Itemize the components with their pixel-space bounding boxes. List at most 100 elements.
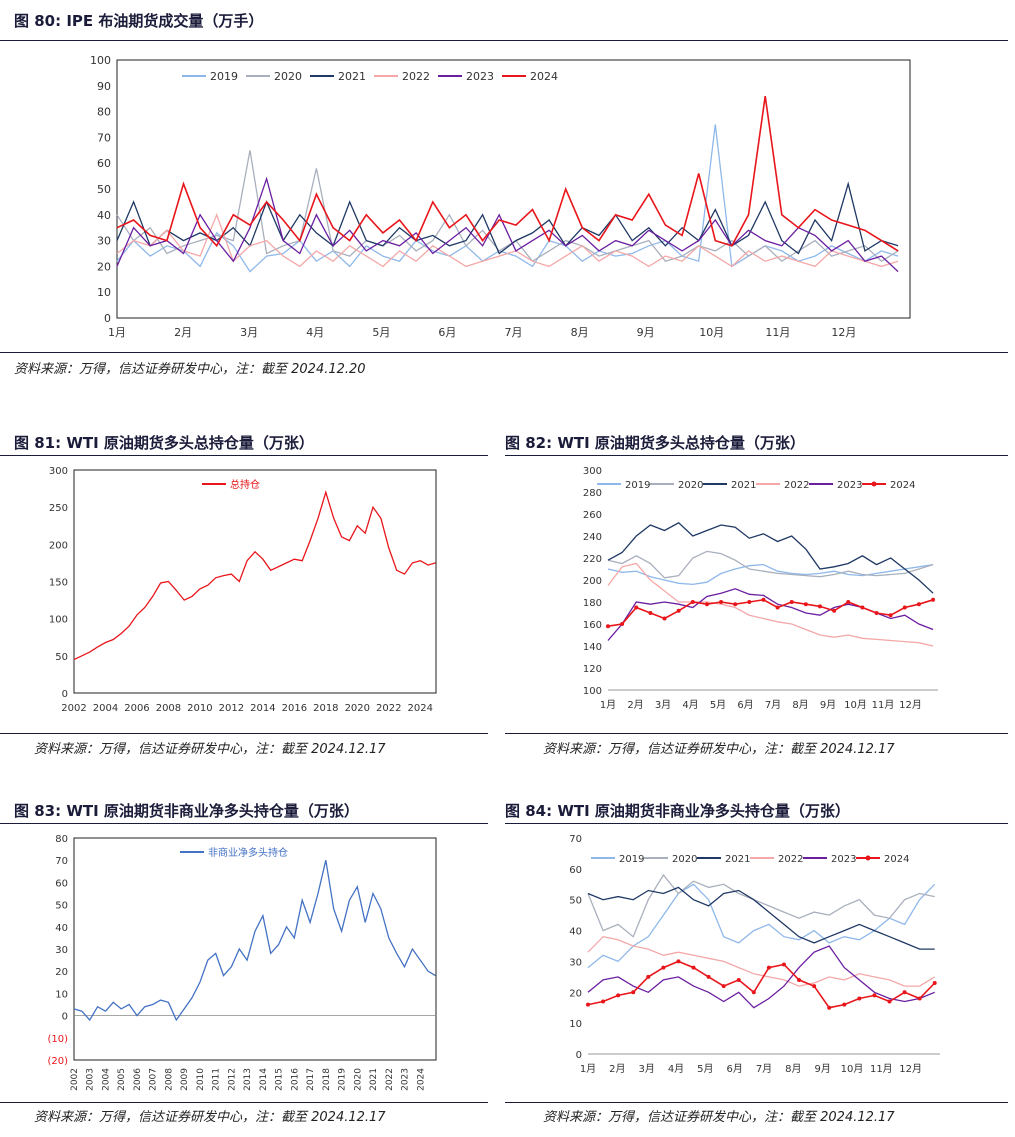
legend-label-2023: 2023	[831, 854, 856, 865]
y-tick-label: 10	[569, 1019, 582, 1030]
series-point-2024	[803, 602, 808, 607]
series-line-2023	[587, 945, 935, 1009]
source-rule-83	[0, 1102, 488, 1103]
series-point-2024	[797, 977, 802, 982]
x-tick-label: 5月	[697, 1063, 713, 1075]
source-note-82: 资料来源：万得，信达证券研发中心，注：截至 2024.12.17	[543, 742, 895, 757]
y-tick-label: 20	[55, 967, 68, 978]
legend-marker-2024	[871, 481, 877, 487]
series-line-2021	[587, 886, 935, 950]
y-tick-label: 50	[569, 896, 582, 907]
x-tick-label: 2002	[70, 1068, 80, 1091]
legend-label-非商业净多头持仓: 非商业净多头持仓	[208, 846, 288, 859]
x-tick-label: 11月	[870, 1063, 893, 1075]
series-line-2022	[587, 935, 936, 987]
legend-label-2020: 2020	[274, 70, 302, 83]
y-tick-label: 160	[583, 620, 602, 631]
series-line-2023	[116, 176, 899, 273]
y-tick-label: 120	[583, 664, 602, 675]
series-point-2024	[857, 996, 862, 1001]
series-point-2024	[661, 965, 666, 970]
y-tick-label: 280	[583, 488, 602, 499]
y-tick-label: 60	[55, 878, 68, 889]
y-tick-label: 0	[62, 1012, 68, 1023]
y-tick-label: 70	[97, 131, 111, 144]
series-point-2024	[761, 597, 766, 602]
series-line-2020	[116, 150, 899, 263]
x-tick-label: 10月	[841, 1063, 864, 1075]
series-line-2019	[116, 124, 899, 273]
x-tick-label: 2018	[322, 1068, 332, 1091]
legend-label-2019: 2019	[619, 854, 644, 865]
series-line-2020	[607, 550, 934, 579]
x-tick-label: 2002	[61, 703, 86, 714]
x-tick-label: 11月	[872, 699, 895, 711]
series-point-2024	[902, 990, 907, 995]
x-tick-label: 2016	[290, 1068, 300, 1091]
series-point-2024	[842, 1002, 847, 1007]
source-rule-81	[0, 733, 488, 734]
x-tick-label: 8月	[785, 1063, 801, 1075]
x-tick-label: 12月	[899, 1063, 922, 1075]
chart-title-83: 图 83: WTI 原油期货非商业净多头持仓量（万张）	[14, 802, 359, 820]
y-tick-label: 100	[583, 686, 602, 697]
y-tick-label: 20	[569, 988, 582, 999]
x-tick-label: 2月	[627, 699, 643, 711]
series-point-2024	[676, 608, 681, 613]
y-tick-label: 40	[569, 927, 582, 938]
x-tick-label: 2007	[149, 1068, 159, 1091]
x-tick-label: 2012	[219, 703, 244, 714]
title-rule-81	[0, 455, 488, 456]
series-point-2024	[690, 600, 695, 604]
series-point-2024	[586, 1002, 590, 1007]
y-tick-label: 50	[55, 652, 68, 663]
y-tick-label: 250	[49, 503, 68, 514]
x-tick-label: 2月	[174, 326, 192, 339]
source-note-81: 资料来源：万得，信达证券研发中心，注：截至 2024.12.17	[34, 742, 386, 757]
series-point-2024	[860, 605, 865, 610]
x-tick-label: 3月	[655, 699, 671, 711]
series-line-2022	[116, 212, 899, 268]
x-tick-label: 1月	[600, 699, 616, 711]
series-line-非商业净多头持仓	[73, 860, 436, 1022]
x-tick-label: 3月	[240, 326, 258, 339]
series-point-2024	[620, 622, 625, 626]
y-tick-label: 200	[49, 540, 68, 551]
x-tick-label: 8月	[571, 326, 589, 339]
x-tick-label: 12月	[899, 699, 922, 711]
x-tick-label: 9月	[820, 699, 836, 711]
series-point-2024	[616, 993, 621, 998]
series-point-2024	[747, 600, 752, 604]
x-tick-label: 11月	[765, 326, 790, 339]
series-point-2024	[781, 962, 786, 967]
legend-label-2020: 2020	[672, 854, 697, 865]
legend-label-2019: 2019	[210, 70, 238, 83]
legend-label-2021: 2021	[725, 854, 750, 865]
wti-net-long-chart: (20) (10) 0 10 20 30 40 50 60 70 80 2002 2003 2004 200…	[47, 834, 437, 1091]
series-point-2024	[634, 605, 639, 610]
series-point-2024	[704, 602, 709, 607]
series-line-2019	[607, 563, 934, 586]
series-point-2024	[902, 605, 907, 610]
source-rule-82	[505, 733, 1008, 734]
x-tick-label: 2024	[416, 1068, 426, 1091]
y-tick-label: 140	[583, 642, 602, 653]
x-tick-label: 9月	[637, 326, 655, 339]
y-tick-label: (20)	[47, 1056, 68, 1067]
x-tick-label: 6月	[726, 1063, 742, 1075]
source-note-84: 资料来源：万得，信达证券研发中心，注：截至 2024.12.17	[543, 1110, 895, 1125]
series-point-2024	[662, 616, 667, 621]
wti-net-long-seasonal-chart: 0 10 20 30 40 50 60 70 1月 2月 3月 4月 5月 6月 7月 8月 9月 10月 11月 1…	[569, 834, 940, 1075]
series-point-2024	[846, 600, 851, 604]
series-point-2024	[812, 984, 817, 989]
legend-label-2021: 2021	[338, 70, 366, 83]
x-tick-label: 2012	[227, 1068, 237, 1091]
x-tick-label: 2006	[124, 703, 149, 714]
x-tick-label: 2018	[313, 703, 338, 714]
legend-label-2019: 2019	[625, 480, 650, 491]
series-point-2024	[931, 597, 936, 602]
series-point-2024	[736, 977, 741, 982]
legend-marker-2024	[865, 855, 871, 861]
y-tick-label: 100	[49, 615, 68, 626]
